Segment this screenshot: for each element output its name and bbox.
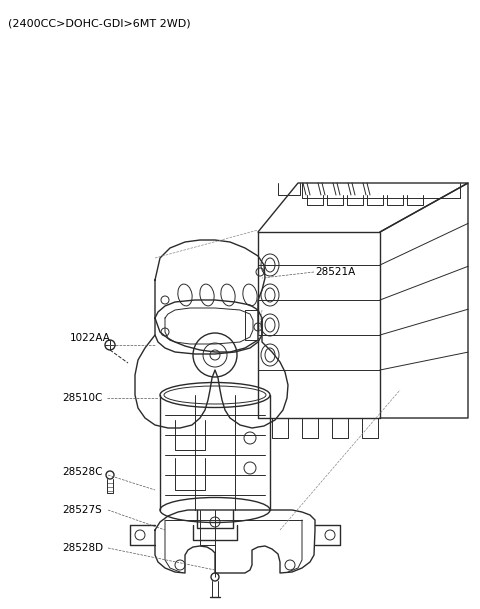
Text: 28521A: 28521A bbox=[315, 267, 355, 277]
Text: 1022AA: 1022AA bbox=[70, 333, 111, 343]
Text: 28510C: 28510C bbox=[62, 393, 102, 403]
Text: 28528D: 28528D bbox=[62, 543, 103, 553]
Text: (2400CC>DOHC-GDI>6MT 2WD): (2400CC>DOHC-GDI>6MT 2WD) bbox=[8, 18, 191, 28]
Text: 28527S: 28527S bbox=[62, 505, 102, 515]
Text: 28528C: 28528C bbox=[62, 467, 103, 477]
